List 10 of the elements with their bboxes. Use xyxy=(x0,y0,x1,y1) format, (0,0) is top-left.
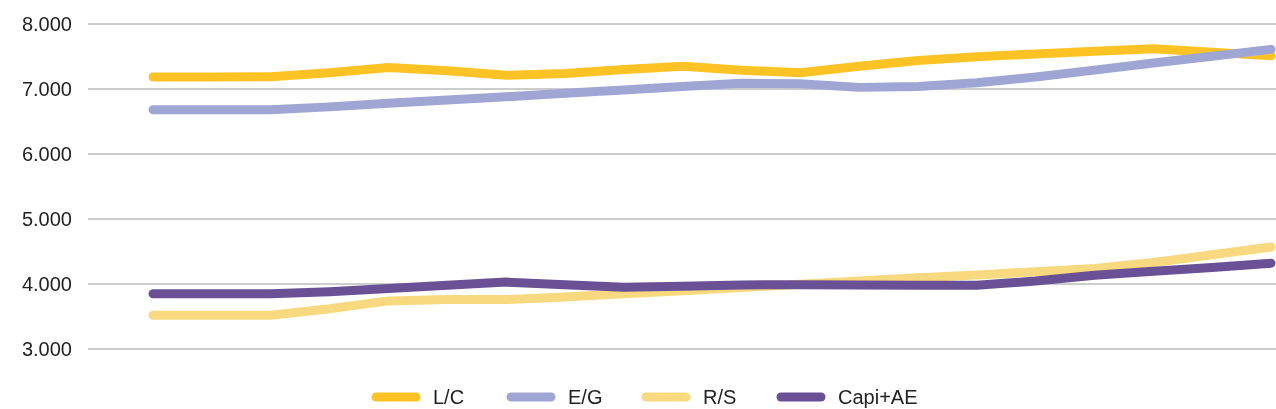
y-tick-label: 3.000 xyxy=(21,338,72,360)
legend-label: L/C xyxy=(433,386,465,408)
y-tick-label: 7.000 xyxy=(21,78,72,100)
legend-label: Capi+AE xyxy=(838,386,918,408)
y-tick-label: 5.000 xyxy=(21,208,72,230)
y-tick-label: 8.000 xyxy=(21,13,72,35)
y-tick-label: 4.000 xyxy=(21,273,72,295)
y-tick-label: 6.000 xyxy=(21,143,72,165)
legend-label: R/S xyxy=(703,386,737,408)
legend-label: E/G xyxy=(568,386,603,408)
